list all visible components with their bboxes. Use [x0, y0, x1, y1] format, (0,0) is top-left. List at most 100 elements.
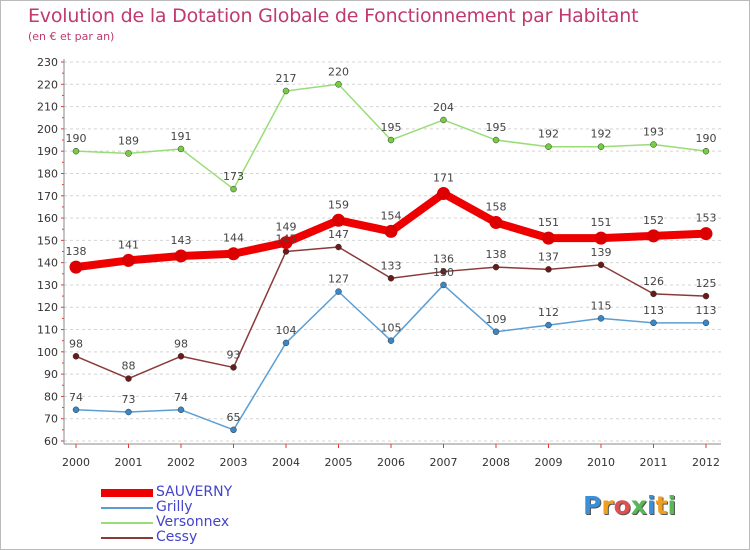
data-point-cessy [650, 290, 657, 298]
data-point-grilly [282, 339, 290, 347]
data-point-grilly [387, 337, 395, 344]
data-point-grilly [440, 281, 447, 289]
data-label-versonnex: 217 [276, 72, 297, 85]
data-point-cessy [440, 268, 447, 275]
data-point-grilly [492, 328, 500, 336]
data-label-sauverny: 153 [696, 212, 717, 225]
data-label-cessy: 126 [643, 275, 664, 288]
y-tick-label: 220 [37, 78, 58, 91]
data-label-versonnex: 195 [486, 121, 507, 134]
data-point-sauverny [384, 224, 398, 238]
data-label-grilly: 65 [227, 411, 241, 424]
data-label-versonnex: 189 [118, 134, 139, 147]
x-tick-label: 2004 [272, 456, 300, 469]
data-point-cessy [125, 375, 132, 382]
y-tick-label: 130 [37, 279, 58, 292]
data-point-versonnex [492, 136, 500, 144]
data-point-grilly [597, 315, 605, 322]
data-point-versonnex [650, 141, 657, 148]
y-tick-label: 200 [37, 123, 58, 136]
data-label-cessy: 133 [381, 259, 402, 272]
legend-swatch-sauverny [101, 489, 153, 497]
data-label-cessy: 139 [591, 246, 612, 259]
data-label-sauverny: 151 [591, 216, 612, 229]
x-tick-label: 2005 [325, 456, 353, 469]
data-point-grilly [125, 408, 132, 416]
data-point-grilly [72, 406, 80, 414]
data-point-grilly [230, 426, 237, 434]
data-point-grilly [702, 319, 710, 327]
data-point-versonnex [125, 150, 132, 157]
y-tick-label: 170 [37, 190, 58, 203]
y-tick-label: 100 [37, 346, 58, 359]
x-tick-label: 2012 [692, 456, 720, 469]
legend-label-grilly: Grilly [156, 499, 193, 515]
data-label-versonnex: 191 [171, 130, 192, 143]
data-label-versonnex: 192 [538, 128, 559, 141]
x-tick-label: 2002 [167, 456, 195, 469]
data-label-sauverny: 171 [433, 172, 454, 185]
legend-swatch-grilly [101, 507, 153, 509]
data-label-grilly: 113 [696, 304, 717, 317]
data-point-cessy [335, 243, 342, 251]
data-label-cessy: 138 [486, 248, 507, 261]
data-point-grilly [545, 321, 552, 329]
data-point-versonnex [72, 147, 80, 155]
data-label-cessy: 88 [122, 360, 136, 373]
data-label-versonnex: 193 [643, 125, 664, 138]
data-point-versonnex [387, 136, 395, 144]
data-point-sauverny [332, 213, 345, 227]
data-label-versonnex: 220 [328, 65, 349, 78]
data-point-sauverny [279, 236, 293, 250]
data-label-sauverny: 141 [118, 238, 139, 251]
data-label-grilly: 113 [643, 304, 664, 317]
data-point-sauverny [699, 227, 713, 241]
logo-letter: r [601, 491, 614, 520]
x-tick-label: 2011 [640, 456, 668, 469]
data-label-versonnex: 195 [381, 121, 402, 134]
legend-swatch-cessy [101, 537, 153, 539]
y-tick-label: 180 [37, 167, 58, 180]
data-point-sauverny [542, 231, 555, 245]
data-point-grilly [177, 406, 185, 414]
data-point-cessy [72, 353, 80, 360]
data-point-versonnex [440, 116, 447, 124]
logo-letter: i [667, 491, 677, 520]
data-point-cessy [230, 364, 237, 371]
x-tick-label: 2008 [482, 456, 510, 469]
data-point-cessy [597, 261, 605, 269]
data-point-versonnex [545, 143, 552, 150]
data-label-sauverny: 154 [381, 209, 402, 222]
y-tick-label: 160 [37, 212, 58, 225]
data-label-grilly: 74 [174, 391, 188, 404]
legend-label-versonnex: Versonnex [156, 514, 230, 530]
y-tick-label: 140 [37, 257, 58, 270]
proxiti-logo: Proxiti [583, 491, 676, 520]
data-label-versonnex: 173 [223, 170, 244, 183]
data-point-sauverny [437, 187, 450, 201]
data-point-cessy [492, 263, 500, 271]
x-tick-label: 2003 [220, 456, 248, 469]
chart-title: Evolution de la Dotation Globale de Fonc… [28, 5, 639, 27]
data-point-versonnex [335, 81, 342, 88]
logo-letter: o [613, 491, 631, 520]
y-tick-label: 230 [37, 56, 58, 69]
logo-letter: x [630, 491, 647, 520]
data-point-cessy [282, 248, 290, 255]
data-point-versonnex [177, 145, 185, 153]
x-tick-label: 2010 [587, 456, 615, 469]
data-point-sauverny [174, 249, 188, 263]
data-point-versonnex [597, 143, 605, 150]
data-point-cessy [387, 275, 395, 282]
y-tick-label: 210 [37, 101, 58, 114]
logo-letter: t [655, 491, 668, 520]
legend-label-sauverny: SAUVERNY [156, 484, 233, 500]
data-label-versonnex: 204 [433, 101, 454, 114]
data-label-grilly: 112 [538, 306, 559, 319]
data-label-cessy: 136 [433, 253, 454, 266]
data-label-versonnex: 190 [696, 132, 717, 145]
data-point-sauverny [647, 229, 660, 243]
x-tick-label: 2001 [115, 456, 143, 469]
data-label-sauverny: 158 [486, 201, 507, 214]
